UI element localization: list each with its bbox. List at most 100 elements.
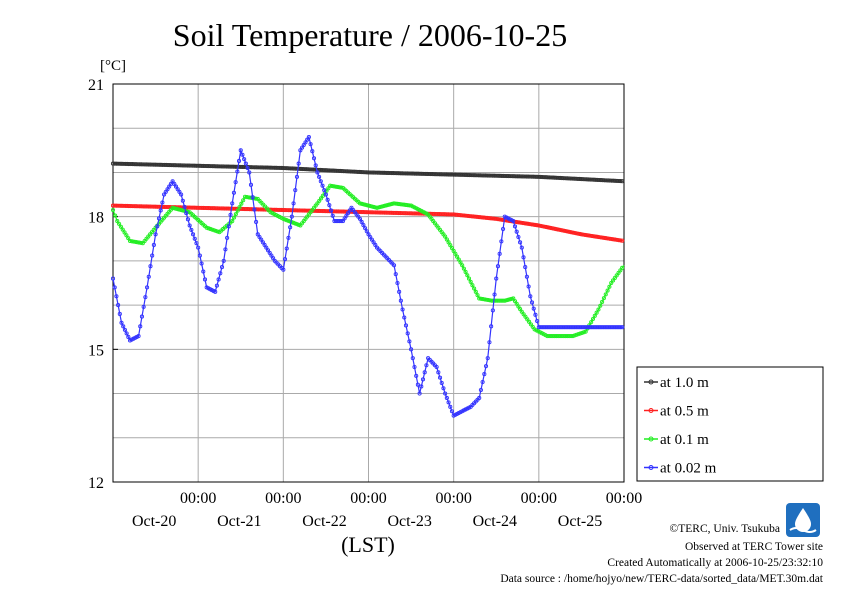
data-point (590, 316, 596, 322)
data-point (313, 163, 318, 168)
credit-copyright: ©TERC, Univ. Tsukuba (670, 523, 780, 535)
data-point (246, 195, 251, 200)
data-point (146, 274, 151, 279)
data-point (531, 306, 536, 311)
data-point (143, 295, 148, 300)
x-tick-date: Oct-21 (217, 513, 261, 530)
data-point (511, 219, 516, 224)
data-point (213, 289, 218, 294)
series-at-1-0-m (110, 161, 625, 184)
data-point (310, 149, 315, 154)
data-point (242, 194, 248, 199)
data-point (239, 201, 244, 206)
data-point (180, 198, 185, 203)
data-point (156, 216, 162, 221)
x-tick-time: 00:00 (435, 490, 471, 507)
data-point (240, 152, 245, 157)
data-point (127, 238, 133, 244)
data-point (158, 208, 163, 213)
data-point (238, 148, 243, 153)
data-point (409, 347, 414, 352)
data-point (543, 224, 548, 230)
data-point (489, 324, 494, 329)
data-point (449, 246, 455, 251)
data-point (230, 219, 235, 224)
data-point (558, 227, 563, 232)
legend-marker (648, 408, 654, 413)
data-point (357, 216, 363, 221)
data-point (620, 238, 625, 243)
legend-marker (648, 436, 654, 442)
data-point (289, 214, 294, 219)
data-point (191, 232, 196, 237)
data-point (133, 239, 138, 244)
data-point (243, 161, 248, 166)
data-point (339, 219, 344, 224)
data-point (213, 228, 218, 233)
data-point (184, 211, 189, 216)
data-point (306, 135, 311, 140)
data-point (124, 331, 129, 336)
data-point (204, 225, 209, 230)
data-point (405, 331, 410, 336)
data-point (118, 224, 123, 229)
data-point (446, 240, 451, 245)
data-point (566, 229, 572, 234)
data-point (250, 195, 255, 200)
data-point (451, 248, 456, 253)
data-point (482, 372, 487, 377)
data-point (572, 230, 577, 235)
data-point (475, 293, 480, 298)
data-point (339, 185, 344, 190)
data-point (598, 303, 603, 308)
data-point (210, 227, 215, 232)
data-point (145, 285, 150, 290)
data-point (441, 386, 446, 391)
data-point (521, 255, 526, 260)
data-point (514, 229, 519, 234)
data-point (337, 185, 342, 190)
credit-created: Created Automatically at 2006-10-25/23:3… (607, 557, 823, 569)
legend-box (636, 366, 824, 482)
legend-label: at 0.02 m (660, 461, 717, 477)
data-point (456, 257, 461, 262)
data-point (359, 219, 364, 225)
x-tick-time: 00:00 (606, 490, 642, 507)
data-point (559, 228, 564, 233)
data-point (232, 215, 237, 220)
legend-label: at 1.0 m (660, 375, 709, 391)
data-point (308, 142, 313, 147)
data-point (294, 174, 300, 179)
data-point (398, 298, 403, 303)
data-point (545, 225, 550, 230)
data-point (248, 182, 254, 187)
data-point (581, 330, 586, 335)
series-at-0-5-m (110, 203, 625, 243)
x-tick-date: Oct-22 (302, 513, 346, 530)
data-point (223, 247, 228, 252)
data-point (138, 240, 144, 245)
data-point (446, 400, 451, 405)
data-point (216, 277, 221, 282)
legend-label: at 0.5 m (660, 404, 709, 420)
data-point (552, 226, 557, 231)
data-point (120, 227, 125, 232)
data-point (131, 239, 136, 244)
data-point (291, 201, 296, 206)
data-point (235, 208, 240, 213)
data-point (325, 197, 330, 202)
data-point (569, 334, 574, 339)
data-point (473, 289, 478, 294)
credit-source: Data source : /home/hojyo/new/TERC-data/… (500, 573, 823, 585)
data-point (208, 226, 213, 232)
data-point (323, 192, 328, 197)
data-point (574, 332, 579, 337)
data-point (415, 382, 420, 387)
data-point (497, 298, 502, 303)
data-point (618, 179, 623, 184)
data-point (499, 239, 504, 244)
data-point (453, 251, 458, 256)
data-point (230, 201, 235, 206)
data-point (293, 188, 298, 193)
